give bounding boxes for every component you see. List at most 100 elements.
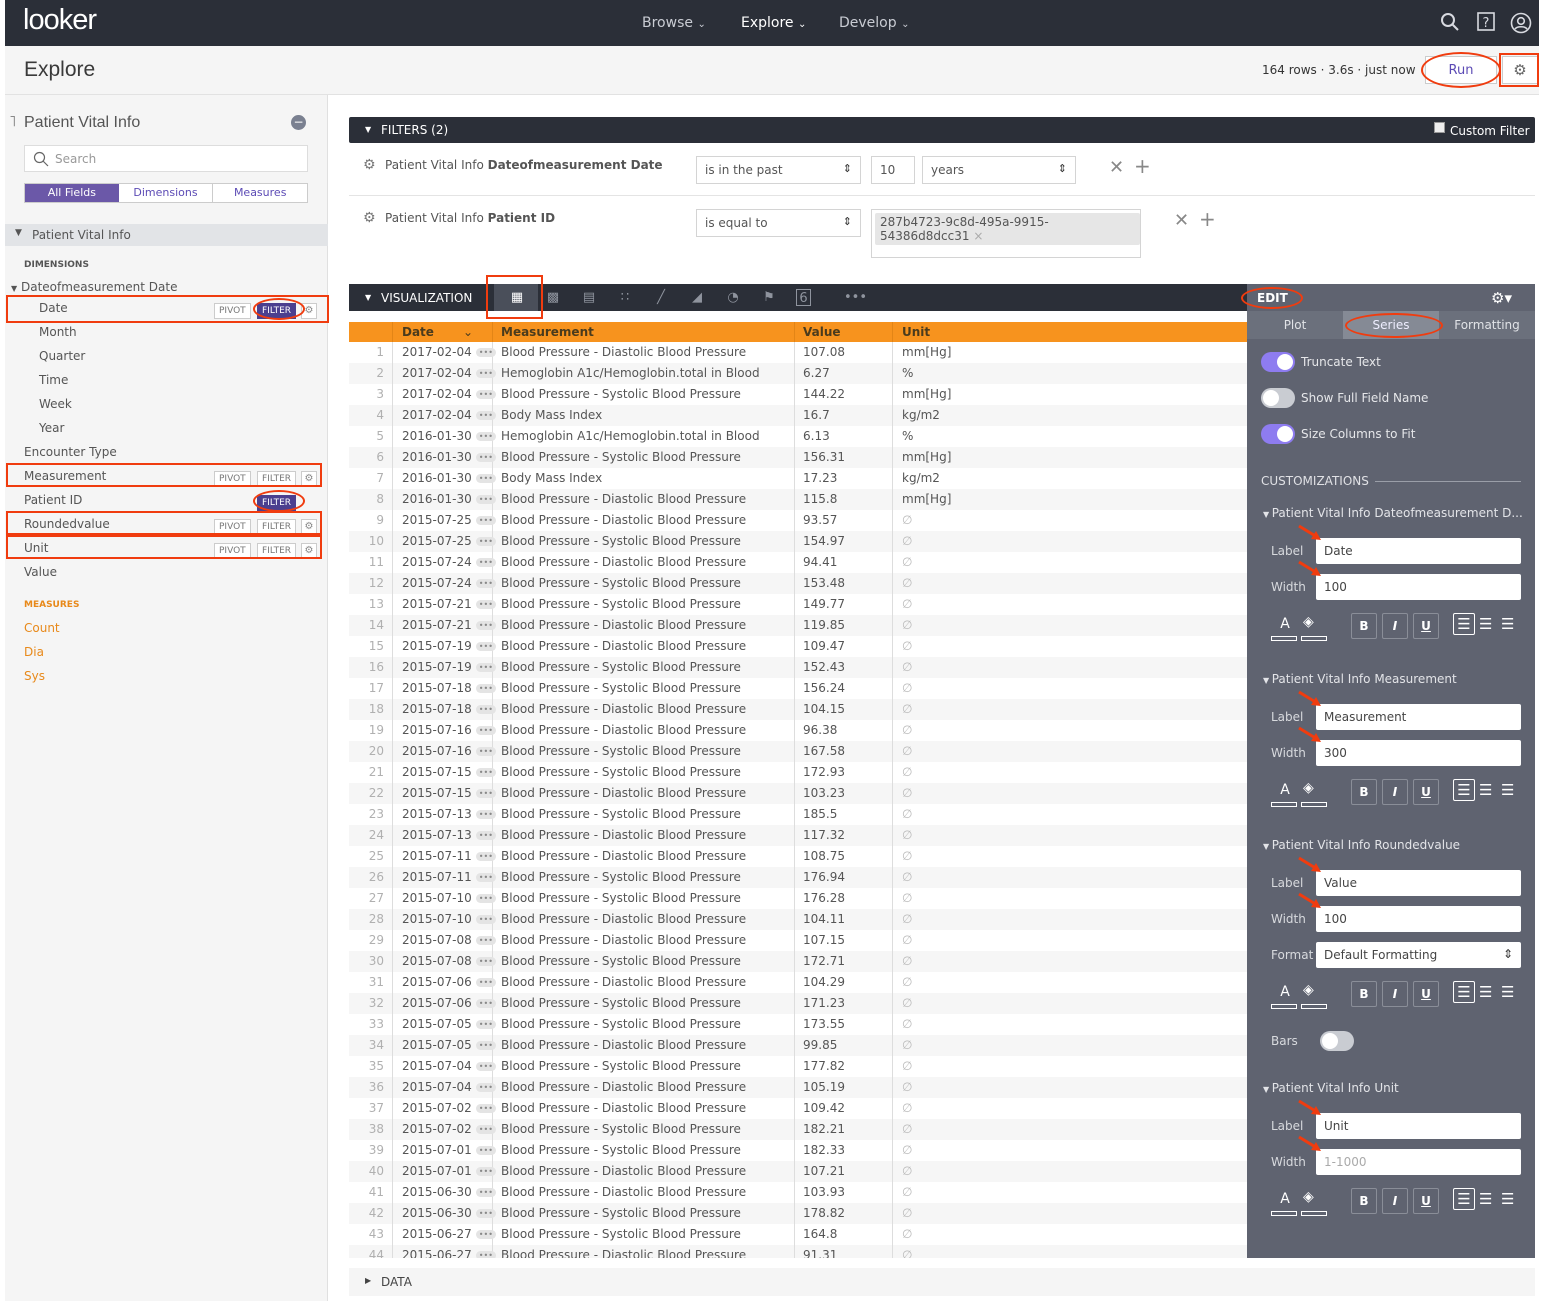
more-icon[interactable]: ••• bbox=[475, 831, 496, 840]
line-chart-icon[interactable]: ╱ bbox=[657, 290, 665, 305]
more-icon[interactable]: ••• bbox=[475, 936, 496, 945]
underline-button[interactable]: U bbox=[1413, 613, 1439, 639]
tab-dimensions[interactable]: Dimensions bbox=[118, 184, 214, 202]
more-icon[interactable]: ••• bbox=[475, 1251, 496, 1258]
align-right-icon[interactable]: ☰ bbox=[1501, 1190, 1515, 1208]
dimension-item[interactable]: Quarter bbox=[39, 349, 86, 363]
align-right-icon[interactable]: ☰ bbox=[1501, 983, 1515, 1001]
single-value-icon[interactable]: 6 bbox=[796, 289, 811, 306]
width-input[interactable]: 100 bbox=[1316, 906, 1521, 932]
more-icon[interactable]: ••• bbox=[475, 1230, 496, 1239]
cell-date[interactable]: 2015-07-25 ••• bbox=[393, 510, 496, 531]
cell-date[interactable]: 2015-07-15 ••• bbox=[393, 783, 496, 804]
cell-date[interactable]: 2015-07-01 ••• bbox=[393, 1161, 496, 1182]
fill-color-swatch[interactable] bbox=[1301, 636, 1327, 641]
more-icon[interactable]: ••• bbox=[475, 453, 496, 462]
filters-header[interactable]: ▼ FILTERS (2) Custom Filter bbox=[349, 117, 1535, 143]
pie-chart-icon[interactable]: ◔ bbox=[727, 290, 739, 305]
cell-date[interactable]: 2015-07-11 ••• bbox=[393, 867, 496, 888]
more-icon[interactable]: ••• bbox=[844, 290, 868, 305]
gear-icon[interactable]: ⚙ bbox=[301, 471, 317, 487]
width-input[interactable]: 1-1000 bbox=[1316, 1149, 1521, 1175]
align-center-icon[interactable]: ☰ bbox=[1479, 983, 1493, 1001]
cell-date[interactable]: 2015-06-27 ••• bbox=[393, 1224, 496, 1245]
font-color-swatch[interactable] bbox=[1271, 1004, 1297, 1009]
width-input[interactable]: 300 bbox=[1316, 740, 1521, 766]
cell-date[interactable]: 2015-07-08 ••• bbox=[393, 930, 496, 951]
cell-date[interactable]: 2015-07-21 ••• bbox=[393, 594, 496, 615]
cell-date[interactable]: 2015-07-04 ••• bbox=[393, 1077, 496, 1098]
dimension-item[interactable]: Roundedvalue bbox=[24, 517, 110, 531]
customization-section-header[interactable]: ▼ Patient Vital Info Dateofmeasurement D… bbox=[1263, 506, 1523, 520]
column-header-unit[interactable]: Unit bbox=[902, 325, 931, 339]
cell-date[interactable]: 2017-02-04 ••• bbox=[393, 342, 496, 363]
align-right-icon[interactable]: ☰ bbox=[1501, 781, 1515, 799]
more-icon[interactable]: ••• bbox=[475, 894, 496, 903]
cell-date[interactable]: 2017-02-04 ••• bbox=[393, 384, 496, 405]
more-icon[interactable]: ••• bbox=[475, 663, 496, 672]
more-icon[interactable]: ••• bbox=[475, 1188, 496, 1197]
more-icon[interactable]: ••• bbox=[475, 873, 496, 882]
tab-formatting[interactable]: Formatting bbox=[1454, 318, 1520, 332]
cell-date[interactable]: 2015-07-10 ••• bbox=[393, 888, 496, 909]
fill-color-swatch[interactable] bbox=[1301, 1004, 1327, 1009]
align-right-icon[interactable]: ☰ bbox=[1501, 615, 1515, 633]
cell-date[interactable]: 2015-07-10 ••• bbox=[393, 909, 496, 930]
more-icon[interactable]: ••• bbox=[475, 747, 496, 756]
toggle[interactable] bbox=[1261, 424, 1295, 444]
filter-value-token[interactable]: 287b4723-9c8d-495a-9915-54386d8dcc31 × bbox=[875, 213, 1140, 245]
add-filter-icon[interactable]: + bbox=[1199, 207, 1216, 231]
dimension-item[interactable]: Month bbox=[39, 325, 77, 339]
bar-chart-icon[interactable]: ▤ bbox=[582, 290, 596, 305]
column-chart-icon[interactable]: ▩ bbox=[546, 290, 560, 305]
more-icon[interactable]: ••• bbox=[475, 915, 496, 924]
more-icon[interactable]: ••• bbox=[475, 348, 496, 357]
cell-date[interactable]: 2015-06-30 ••• bbox=[393, 1182, 496, 1203]
cell-date[interactable]: 2015-07-02 ••• bbox=[393, 1119, 496, 1140]
cell-date[interactable]: 2015-07-21 ••• bbox=[393, 615, 496, 636]
cell-date[interactable]: 2015-07-05 ••• bbox=[393, 1014, 496, 1035]
more-icon[interactable]: ••• bbox=[475, 390, 496, 399]
cell-date[interactable]: 2015-07-19 ••• bbox=[393, 636, 496, 657]
filter-operator-select[interactable]: is in the past ⇕ bbox=[696, 156, 861, 184]
more-icon[interactable]: ••• bbox=[475, 978, 496, 987]
fill-color-icon[interactable]: ◈ bbox=[1303, 614, 1314, 630]
font-color-swatch[interactable] bbox=[1271, 802, 1297, 807]
dimension-item[interactable]: Date bbox=[39, 301, 68, 315]
map-icon[interactable]: ⚑ bbox=[763, 290, 775, 305]
remove-filter-icon[interactable]: ✕ bbox=[1174, 210, 1190, 231]
more-icon[interactable]: ••• bbox=[475, 516, 496, 525]
more-icon[interactable]: ••• bbox=[475, 579, 496, 588]
toggle[interactable] bbox=[1261, 352, 1295, 372]
cell-date[interactable]: 2015-07-24 ••• bbox=[393, 552, 496, 573]
more-icon[interactable]: ••• bbox=[475, 369, 496, 378]
cell-date[interactable]: 2015-07-18 ••• bbox=[393, 678, 496, 699]
more-icon[interactable]: ••• bbox=[475, 1209, 496, 1218]
custom-filter-checkbox[interactable] bbox=[1434, 122, 1445, 133]
more-icon[interactable]: ••• bbox=[475, 852, 496, 861]
column-header-date[interactable]: Date ⌄ bbox=[393, 322, 493, 342]
nav-explore[interactable]: Explore ⌄ bbox=[741, 15, 806, 31]
more-icon[interactable]: ••• bbox=[475, 1104, 496, 1113]
label-input[interactable]: Date bbox=[1316, 538, 1521, 564]
cell-date[interactable]: 2016-01-30 ••• bbox=[393, 489, 496, 510]
cell-date[interactable]: 2015-07-16 ••• bbox=[393, 741, 496, 762]
more-icon[interactable]: ••• bbox=[475, 558, 496, 567]
more-icon[interactable]: ••• bbox=[475, 1083, 496, 1092]
filter-unit-select[interactable]: years ⇕ bbox=[922, 156, 1076, 184]
customization-section-header[interactable]: ▼ Patient Vital Info Roundedvalue bbox=[1263, 838, 1460, 852]
gear-icon[interactable]: ⚙ bbox=[1502, 56, 1538, 84]
pivot-button[interactable]: PIVOT bbox=[214, 303, 251, 319]
more-icon[interactable]: ••• bbox=[475, 432, 496, 441]
italic-button[interactable]: I bbox=[1382, 981, 1408, 1007]
more-icon[interactable]: ••• bbox=[475, 957, 496, 966]
cell-date[interactable]: 2016-01-30 ••• bbox=[393, 468, 496, 489]
cell-date[interactable]: 2015-07-04 ••• bbox=[393, 1056, 496, 1077]
bold-button[interactable]: B bbox=[1351, 981, 1377, 1007]
more-icon[interactable]: ••• bbox=[475, 1041, 496, 1050]
align-left-icon[interactable]: ☰ bbox=[1453, 1188, 1475, 1210]
cell-date[interactable]: 2015-06-30 ••• bbox=[393, 1203, 496, 1224]
remove-filter-icon[interactable]: ✕ bbox=[1109, 157, 1125, 178]
cell-date[interactable]: 2015-07-08 ••• bbox=[393, 951, 496, 972]
tab-measures[interactable]: Measures bbox=[213, 184, 308, 202]
